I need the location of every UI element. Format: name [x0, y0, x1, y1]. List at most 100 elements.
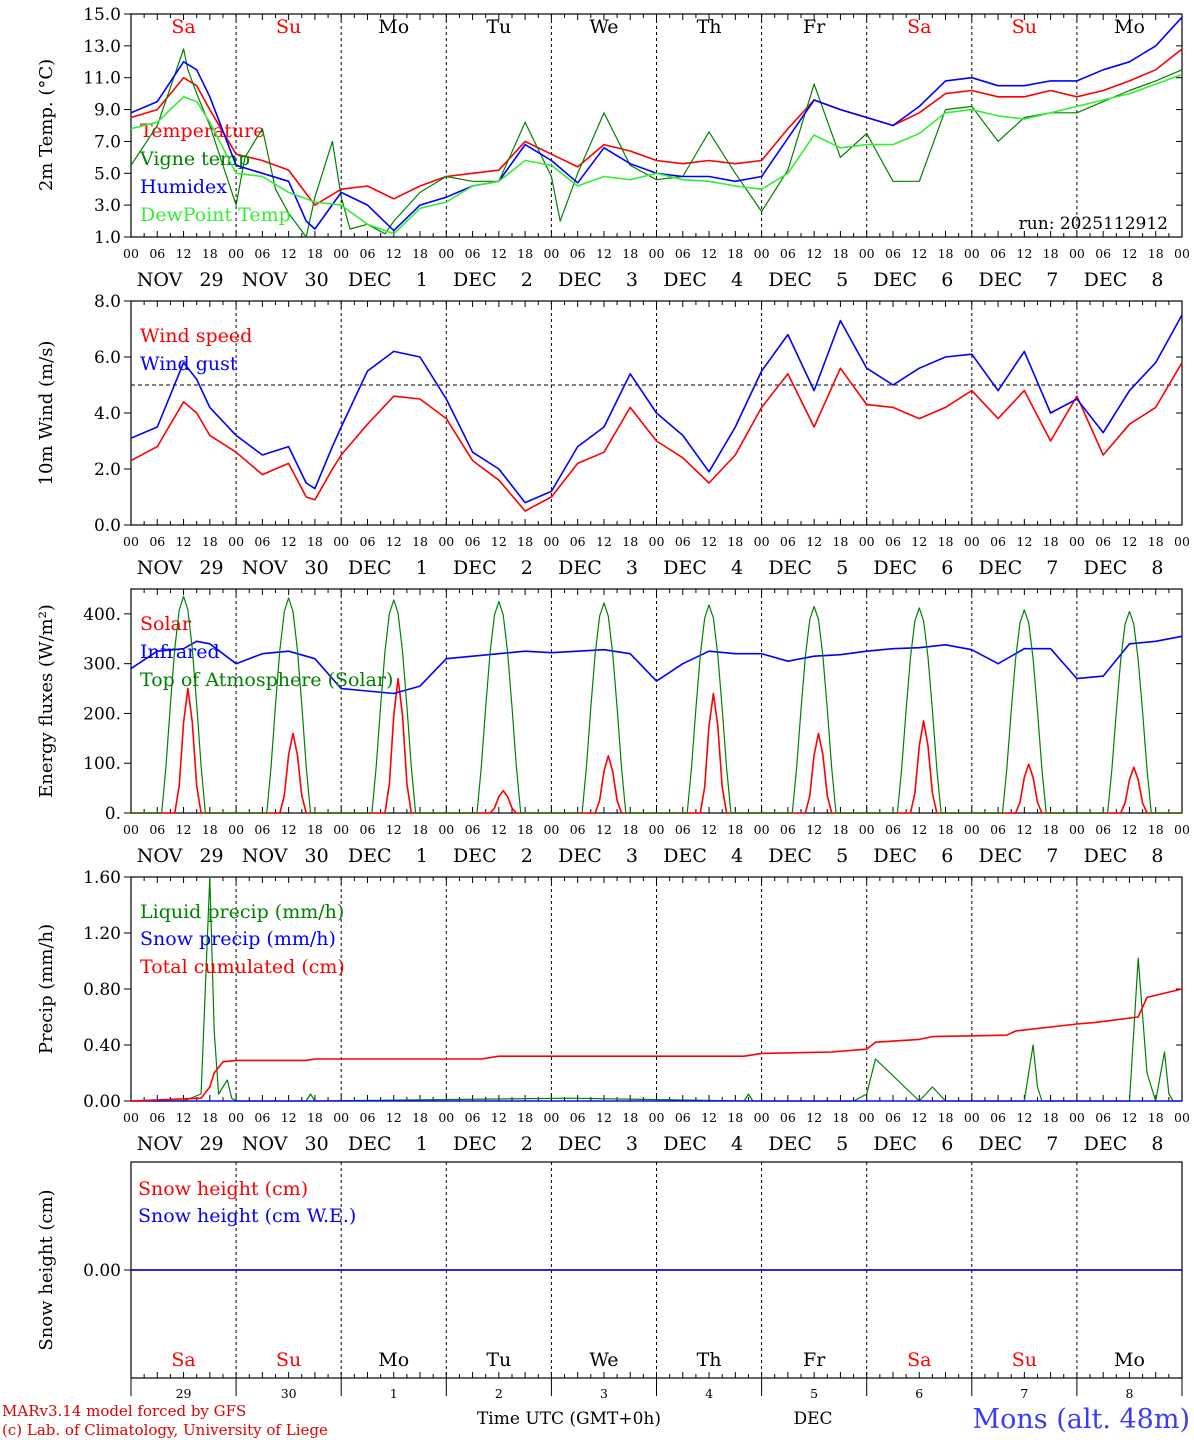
date-day-label: 4 — [731, 1133, 743, 1155]
hour-label: 00 — [964, 1110, 980, 1125]
hour-label: 00 — [649, 1110, 665, 1125]
y-tick-label: 4.0 — [94, 404, 121, 424]
series-line-dewpoint-temp — [130, 73, 1183, 235]
hour-label: 00 — [1174, 246, 1190, 261]
hour-label: 06 — [360, 534, 376, 549]
weekday-label: Mo — [378, 1349, 409, 1371]
hour-label: 06 — [780, 822, 796, 837]
legend-entry: Infrared — [140, 641, 220, 663]
y-tick-label: 8.0 — [94, 292, 121, 312]
hour-label: 18 — [307, 822, 323, 837]
date-day-label: 6 — [941, 269, 953, 291]
hour-label: 12 — [701, 1110, 717, 1125]
hour-label: 00 — [1174, 1110, 1190, 1125]
hour-label: 00 — [123, 534, 139, 549]
hour-label: 00 — [543, 534, 559, 549]
hour-label: 06 — [1095, 1110, 1111, 1125]
hour-label: 18 — [622, 246, 638, 261]
hour-label: 12 — [596, 822, 612, 837]
hour-label: 12 — [911, 534, 927, 549]
series-line-top-of-atmosphere-solar- — [131, 595, 1182, 814]
hour-label: 18 — [727, 822, 743, 837]
hour-label: 18 — [938, 534, 954, 549]
hour-label: 06 — [149, 1110, 165, 1125]
date-day-label: 4 — [731, 845, 743, 867]
hour-label: 18 — [727, 534, 743, 549]
hour-label: 06 — [570, 246, 586, 261]
series-line-humidex — [130, 16, 1183, 232]
hour-label: 18 — [727, 1110, 743, 1125]
hour-label: 06 — [990, 246, 1006, 261]
day-number-label: 6 — [915, 1386, 923, 1401]
y-tick-label: 11.0 — [83, 69, 121, 89]
y-tick-label: 5.0 — [94, 164, 121, 184]
series-line-wind-speed — [130, 362, 1183, 512]
weekday-label: Fr — [803, 1349, 826, 1371]
x-axis-title: Time UTC (GMT+0h) — [477, 1409, 661, 1429]
date-day-label: 29 — [199, 845, 223, 867]
hour-label: 18 — [1043, 534, 1059, 549]
hour-label: 06 — [149, 822, 165, 837]
hour-label: 06 — [990, 822, 1006, 837]
date-day-label: 2 — [521, 845, 533, 867]
hour-label: 06 — [254, 534, 270, 549]
hour-label: 12 — [386, 246, 402, 261]
panel-1: 1.0 3.0 5.0 7.0 9.0 11.0 13.0 15.0 2m Temp. (°C)… — [36, 5, 1190, 291]
hour-label: 00 — [964, 534, 980, 549]
hour-label: 00 — [754, 822, 770, 837]
hour-label: 00 — [1069, 1110, 1085, 1125]
hour-label: 12 — [386, 534, 402, 549]
date-day-label: 6 — [941, 557, 953, 579]
weekday-label: We — [589, 1349, 618, 1371]
hour-label: 12 — [911, 1110, 927, 1125]
hour-label: 12 — [596, 246, 612, 261]
hour-label: 18 — [1148, 1110, 1164, 1125]
date-month-label: DEC — [663, 845, 707, 867]
weekday-label: Mo — [1114, 16, 1145, 38]
hour-label: 18 — [307, 246, 323, 261]
date-day-label: 4 — [731, 269, 743, 291]
hour-label: 06 — [254, 822, 270, 837]
hour-label: 18 — [307, 534, 323, 549]
hour-label: 06 — [149, 534, 165, 549]
hour-label: 00 — [438, 246, 454, 261]
hour-label: 12 — [701, 246, 717, 261]
hour-label: 00 — [754, 534, 770, 549]
hour-label: 06 — [780, 1110, 796, 1125]
hour-label: 18 — [517, 534, 533, 549]
hour-label: 00 — [228, 534, 244, 549]
hour-label: 00 — [333, 1110, 349, 1125]
hour-label: 18 — [412, 534, 428, 549]
date-day-label: 2 — [521, 557, 533, 579]
date-month-label: DEC — [453, 557, 497, 579]
date-day-label: 2 — [521, 269, 533, 291]
y-tick-label: 100. — [83, 754, 121, 774]
date-day-label: 8 — [1151, 1133, 1163, 1155]
date-month-label: DEC — [348, 557, 392, 579]
date-month-label: DEC — [453, 845, 497, 867]
hour-label: 00 — [1069, 822, 1085, 837]
hour-label: 06 — [885, 534, 901, 549]
legend-entry: Total cumulated (cm) — [140, 956, 345, 978]
hour-label: 06 — [360, 822, 376, 837]
hour-label: 18 — [1043, 1110, 1059, 1125]
hour-label: 12 — [806, 246, 822, 261]
y-tick-label: 300. — [83, 655, 121, 675]
hour-label: 18 — [832, 246, 848, 261]
weekday-label: Sa — [907, 1349, 931, 1371]
hour-label: 00 — [1174, 534, 1190, 549]
hour-label: 00 — [333, 822, 349, 837]
x-axis-month: DEC — [793, 1409, 832, 1429]
date-day-label: 30 — [305, 845, 329, 867]
run-label: run: 2025112912 — [1019, 214, 1168, 234]
hour-label: 18 — [938, 246, 954, 261]
hour-label: 12 — [491, 246, 507, 261]
hour-label: 00 — [543, 246, 559, 261]
hour-label: 00 — [438, 1110, 454, 1125]
hour-label: 00 — [964, 246, 980, 261]
weekday-label: Mo — [1114, 1349, 1145, 1371]
date-month-label: DEC — [979, 269, 1023, 291]
hour-label: 12 — [1121, 246, 1137, 261]
hour-label: 06 — [360, 1110, 376, 1125]
hour-label: 00 — [333, 534, 349, 549]
